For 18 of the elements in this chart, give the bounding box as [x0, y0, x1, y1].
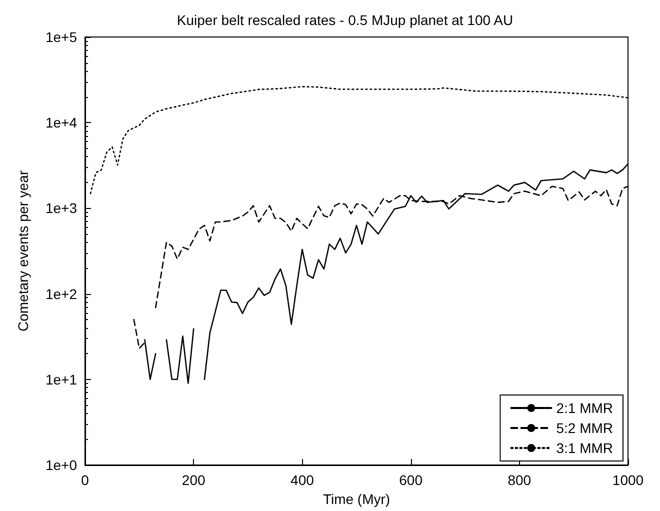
y-tick-label: 1e+5	[45, 29, 78, 45]
x-tick-label: 0	[81, 472, 90, 488]
legend-label: 3:1 MMR	[556, 440, 614, 456]
legend-label: 5:2 MMR	[556, 420, 614, 436]
x-tick-label: 200	[182, 472, 206, 488]
y-tick-label: 1e+0	[45, 457, 78, 473]
x-tick-label: 1000	[612, 472, 644, 488]
y-axis-title: Cometary events per year	[15, 170, 31, 332]
legend-label: 2:1 MMR	[556, 400, 614, 416]
x-tick-label: 600	[399, 472, 423, 488]
y-tick-label: 1e+2	[45, 286, 78, 302]
chart-title: Kuiper belt rescaled rates - 0.5 MJup planet at 100 AU	[176, 12, 514, 28]
x-axis-title: Time (Myr)	[322, 490, 390, 507]
x-tick-label: 800	[508, 472, 532, 488]
x-tick-label: 400	[290, 472, 314, 488]
y-tick-label: 1e+1	[45, 371, 78, 388]
y-tick-label: 1e+3	[45, 200, 78, 216]
y-tick-label: 1e+4	[45, 114, 78, 131]
